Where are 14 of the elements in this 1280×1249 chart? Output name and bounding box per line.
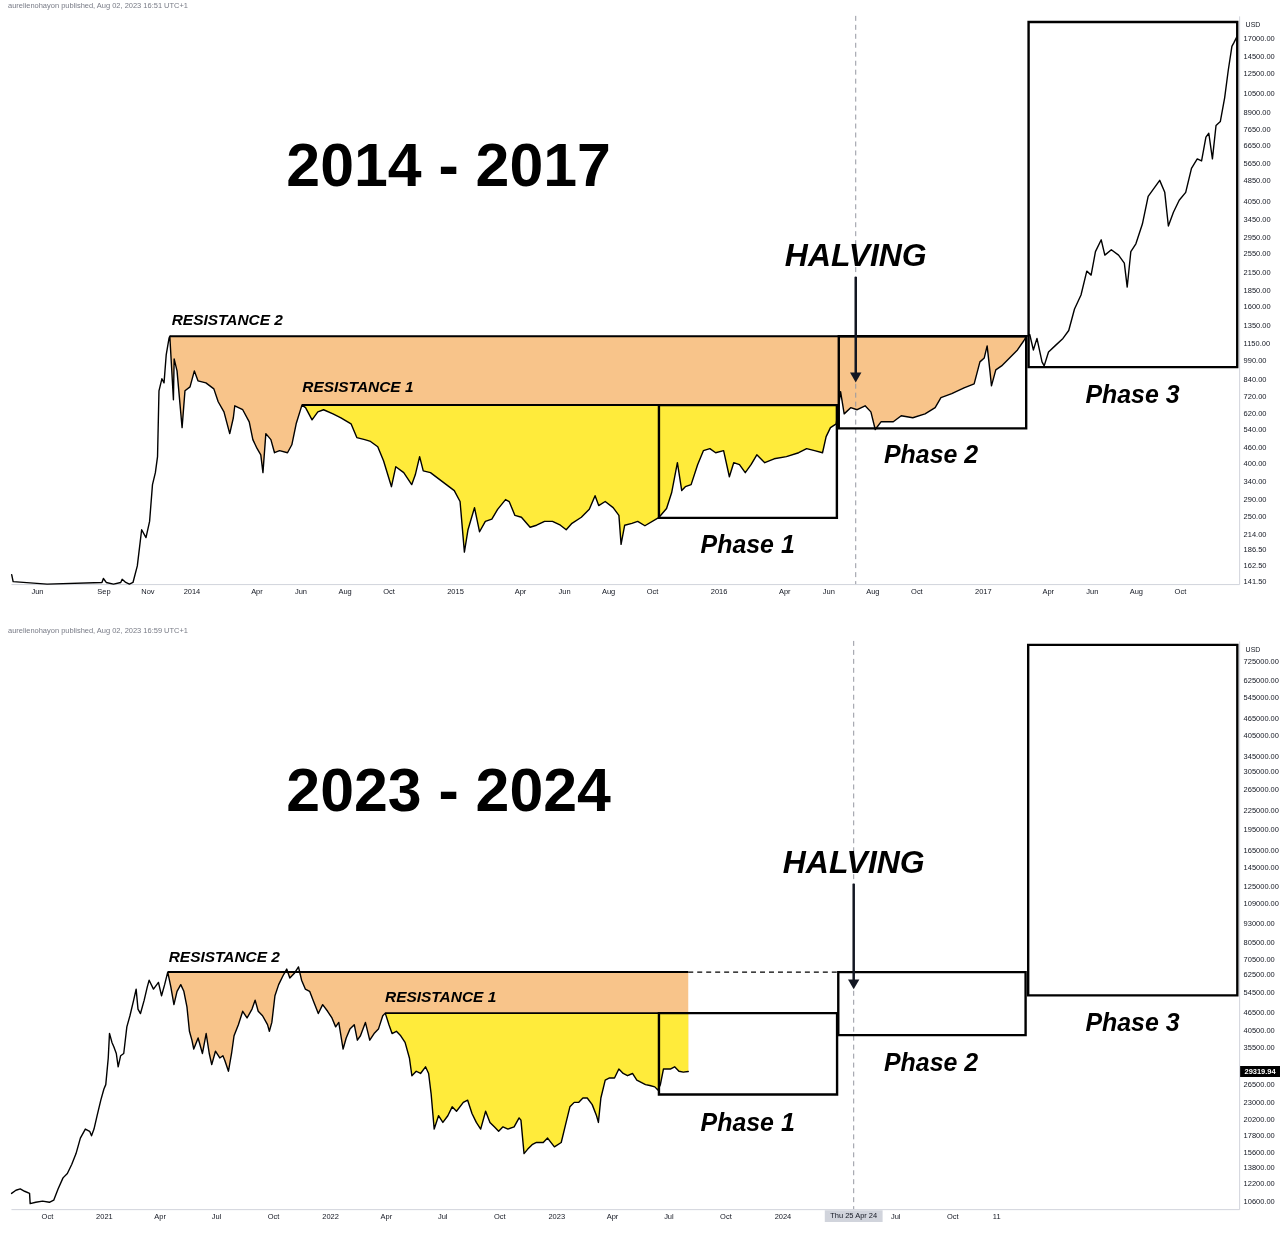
annotation: RESISTANCE 1: [385, 987, 497, 1005]
annotation: HALVING: [784, 236, 927, 273]
annotation: Phase 3: [1085, 1007, 1180, 1036]
text: 2023 - 2024: [286, 756, 612, 825]
text: 2014 - 2017: [286, 131, 611, 200]
annotation: Phase 1: [700, 530, 795, 559]
annotation: HALVING: [782, 843, 925, 880]
annotation: RESISTANCE 2: [168, 947, 281, 965]
annotation: RESISTANCE 1: [302, 377, 414, 395]
annotation: Phase 2: [884, 440, 979, 469]
annotation: Phase 3: [1085, 379, 1180, 408]
annotation: Phase 1: [700, 1108, 795, 1137]
annotation: Phase 2: [884, 1047, 979, 1076]
annotation: RESISTANCE 2: [171, 310, 284, 328]
